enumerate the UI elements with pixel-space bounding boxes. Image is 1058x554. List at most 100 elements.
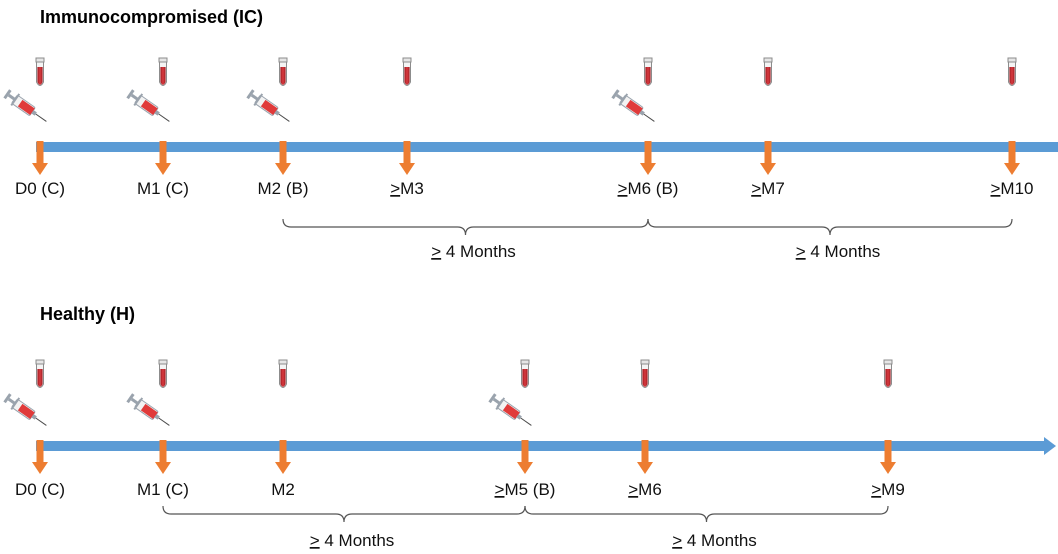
interval-bracket: [162, 505, 526, 523]
interval-label: > 4 Months: [672, 531, 757, 550]
timeline-axis: [36, 142, 1058, 152]
timepoint-label-ge: >: [628, 480, 638, 499]
blood-tube-icon: [520, 359, 530, 388]
interval-label-text: 4 Months: [320, 531, 395, 550]
timepoint-label: >M6: [628, 480, 662, 499]
interval-m1-m5: > 4 Months: [162, 505, 526, 550]
timepoint-marker: [275, 440, 291, 474]
timepoint-label: D0 (C): [15, 179, 65, 198]
interval-bracket: [647, 218, 1013, 236]
timepoint-marker: [760, 141, 776, 175]
timepoint-d0: D0 (C): [3, 359, 65, 499]
timepoint-label-text: M3: [400, 179, 424, 198]
timepoint-marker: [32, 440, 48, 474]
interval-label-text: 4 Months: [441, 242, 516, 261]
timepoint-label-ge: >: [751, 179, 761, 198]
syringe-icon: [488, 393, 532, 426]
timepoint-label-ge: >: [990, 179, 1000, 198]
section-h: Healthy (H)D0 (C) M1 (C) M2 >M5 (B) >M6 >M9> …: [3, 304, 1056, 550]
interval-label-ge: >: [672, 531, 682, 550]
timepoint-label: >M10: [990, 179, 1033, 198]
timepoint-label-ge: >: [390, 179, 400, 198]
section-title: Immunocompromised (IC): [40, 7, 263, 27]
timepoint-label: M2 (B): [258, 179, 309, 198]
timepoint-marker: [155, 141, 171, 175]
timepoint-marker: [880, 440, 896, 474]
timepoint-d0: D0 (C): [3, 57, 65, 198]
timepoint-m7: >M7: [751, 57, 785, 198]
blood-tube-icon: [1007, 57, 1017, 86]
timepoint-label-text: M7: [761, 179, 785, 198]
timepoint-label-ge: >: [618, 179, 628, 198]
timepoint-marker: [1004, 141, 1020, 175]
interval-bracket: [282, 218, 649, 236]
interval-m5-m9: > 4 Months: [524, 505, 889, 550]
timepoint-marker: [637, 440, 653, 474]
timepoint-label-text: M2 (B): [258, 179, 309, 198]
timepoint-label-text: M10: [1000, 179, 1033, 198]
interval-bracket: [524, 505, 889, 523]
timepoint-marker: [517, 440, 533, 474]
blood-tube-icon: [278, 57, 288, 86]
interval-m6-m10: > 4 Months: [647, 218, 1013, 261]
section-title: Healthy (H): [40, 304, 135, 324]
interval-label-text: 4 Months: [682, 531, 757, 550]
interval-label: > 4 Months: [796, 242, 881, 261]
interval-label-ge: >: [310, 531, 320, 550]
timepoint-label-text: M5 (B): [504, 480, 555, 499]
timepoint-m2: M2: [271, 359, 295, 499]
interval-label-ge: >: [796, 242, 806, 261]
timepoint-label-ge: >: [871, 480, 881, 499]
syringe-icon: [246, 89, 290, 122]
blood-tube-icon: [640, 359, 650, 388]
interval-label-ge: >: [431, 242, 441, 261]
timepoint-label: M1 (C): [137, 179, 189, 198]
timepoint-label: D0 (C): [15, 480, 65, 499]
timepoint-m5: >M5 (B): [488, 359, 556, 499]
timepoint-label-text: M2: [271, 480, 295, 499]
timepoint-marker: [155, 440, 171, 474]
syringe-icon: [611, 89, 655, 122]
timepoint-label-text: M6 (B): [627, 179, 678, 198]
timepoint-label: >M5 (B): [495, 480, 556, 499]
syringe-icon: [3, 393, 47, 426]
blood-tube-icon: [158, 57, 168, 86]
timepoint-label: >M3: [390, 179, 424, 198]
interval-m2-m6: > 4 Months: [282, 218, 649, 261]
blood-tube-icon: [35, 57, 45, 86]
timepoint-label-text: D0 (C): [15, 480, 65, 499]
blood-tube-icon: [158, 359, 168, 388]
timepoint-m1: M1 (C): [126, 359, 189, 499]
timepoint-m6: >M6 (B): [611, 57, 678, 198]
timepoint-label-text: M6: [638, 480, 662, 499]
blood-tube-icon: [35, 359, 45, 388]
timepoint-label: >M9: [871, 480, 905, 499]
timepoint-label-text: M1 (C): [137, 179, 189, 198]
timepoint-m3: >M3: [390, 57, 424, 198]
interval-label-text: 4 Months: [806, 242, 881, 261]
timepoint-m9: >M9: [871, 359, 905, 499]
syringe-icon: [126, 393, 170, 426]
blood-tube-icon: [402, 57, 412, 86]
timepoint-marker: [640, 141, 656, 175]
timepoint-label-text: M1 (C): [137, 480, 189, 499]
timepoint-label-ge: >: [495, 480, 505, 499]
blood-tube-icon: [883, 359, 893, 388]
timeline-axis: [36, 437, 1056, 455]
timepoint-m6: >M6: [628, 359, 662, 499]
timepoint-marker: [275, 141, 291, 175]
interval-label: > 4 Months: [431, 242, 516, 261]
timepoint-label-text: M9: [881, 480, 905, 499]
syringe-icon: [126, 89, 170, 122]
section-ic: Immunocompromised (IC) D0 (C) M1 (C) M2 (B)…: [3, 7, 1058, 261]
blood-tube-icon: [763, 57, 773, 86]
timepoint-label: M1 (C): [137, 480, 189, 499]
timepoint-label-text: D0 (C): [15, 179, 65, 198]
timepoint-marker: [32, 141, 48, 175]
timepoint-marker: [399, 141, 415, 175]
timepoint-m1: M1 (C): [126, 57, 189, 198]
timepoint-label: M2: [271, 480, 295, 499]
blood-tube-icon: [278, 359, 288, 388]
